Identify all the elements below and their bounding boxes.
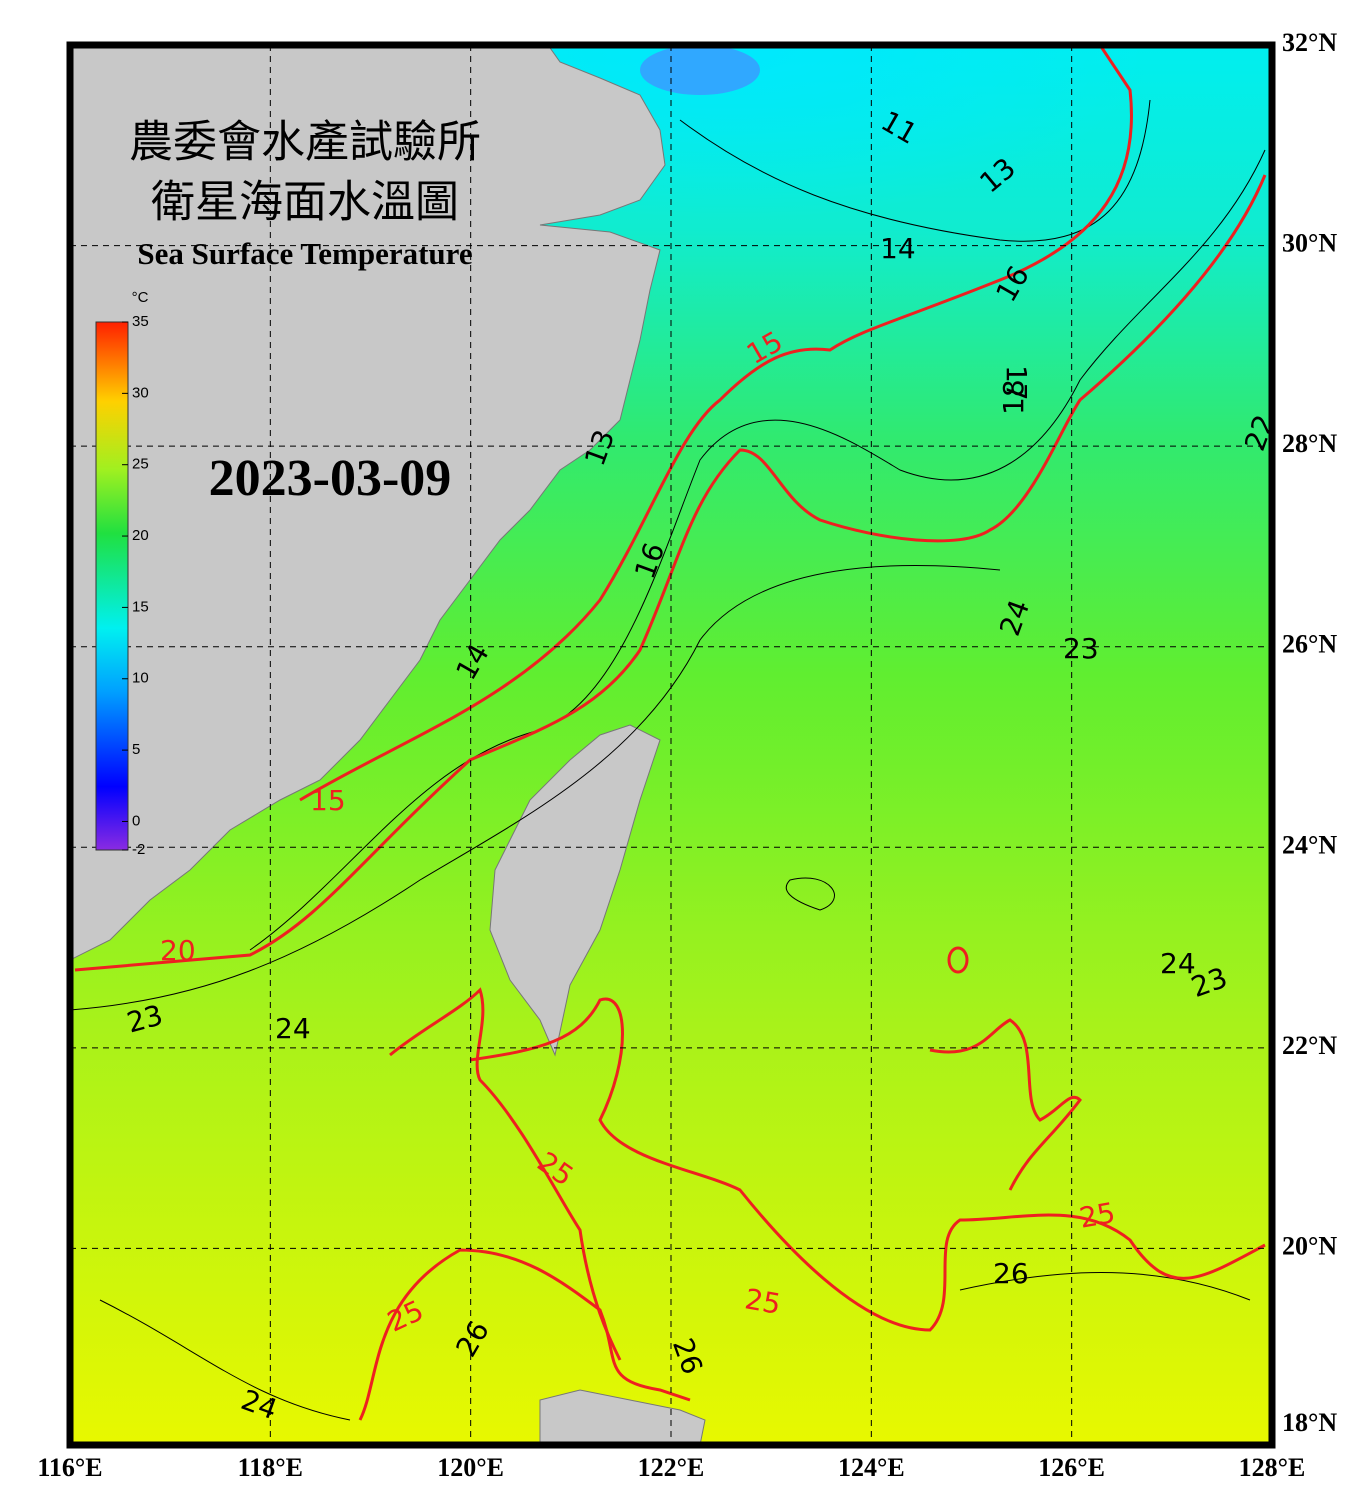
axes: 116°E 118°E 120°E 122°E 124°E 126°E 128°E 18°N 2… xyxy=(37,28,1337,1482)
lat-label: 32°N xyxy=(1282,28,1337,57)
colorbar-tick-label: 5 xyxy=(132,741,140,758)
graticule xyxy=(70,45,1272,1445)
contour-label: 23 xyxy=(1063,632,1099,665)
contour-label: 24 xyxy=(275,1012,311,1045)
lat-label: 24°N xyxy=(1282,830,1337,859)
title-zh-1: 農委會水產試驗所 xyxy=(129,117,481,168)
title-zh-2: 衛星海面水溫圖 xyxy=(151,177,459,228)
contour xyxy=(959,1272,1251,1301)
contour-20 xyxy=(74,174,1267,972)
contour-25 xyxy=(389,987,1266,1361)
contour-label: 25 xyxy=(742,1282,783,1321)
lat-label: 22°N xyxy=(1282,1031,1337,1060)
taiwan-land xyxy=(489,724,661,1057)
colorbar-tick-label: 20 xyxy=(132,527,149,544)
lat-label: 18°N xyxy=(1282,1408,1337,1437)
title-en: Sea Surface Temperature xyxy=(137,236,472,271)
contour-label: 26 xyxy=(993,1257,1029,1290)
lat-label: 28°N xyxy=(1282,429,1337,458)
lat-label: 26°N xyxy=(1282,630,1337,659)
luzon-land xyxy=(539,1389,706,1445)
colorbar-unit: °C xyxy=(132,289,149,306)
lat-label: 30°N xyxy=(1282,229,1337,258)
contour-25 xyxy=(929,1018,1082,1191)
lon-label: 118°E xyxy=(238,1453,303,1482)
contour-15 xyxy=(299,45,1133,802)
contour-label: 14 xyxy=(880,232,916,265)
contour-label: 15 xyxy=(310,784,346,817)
contour-label: 25 xyxy=(1077,1196,1118,1235)
china-land xyxy=(70,45,666,961)
colorbar-tick-label: -2 xyxy=(132,841,145,858)
colorbar xyxy=(95,321,129,851)
contour xyxy=(679,99,1151,242)
contour-label: 17 xyxy=(1000,365,1033,401)
colorbar-tick-label: 0 xyxy=(132,812,140,829)
red-contours xyxy=(74,45,1267,1421)
map-body: 11 13 14 16 15 17 18 13 16 14 15 20 24 2… xyxy=(70,45,1272,1445)
frame xyxy=(66,41,1276,1449)
colorbar-tick-label: 30 xyxy=(132,384,149,401)
contour-25 xyxy=(358,1248,691,1421)
lon-label: 116°E xyxy=(37,1453,102,1482)
contour xyxy=(70,564,1001,1011)
lon-label: 126°E xyxy=(1038,1453,1105,1482)
contour xyxy=(99,1299,351,1421)
contour-label: 20 xyxy=(160,934,196,967)
lon-label: 124°E xyxy=(838,1453,905,1482)
cold-patch xyxy=(640,45,760,95)
colorbar-tick-label: 15 xyxy=(132,598,149,615)
date: 2023-03-09 xyxy=(209,450,452,507)
colorbar-tick-label: 10 xyxy=(132,670,149,687)
contour-25 xyxy=(947,946,969,974)
contour-label: 24 xyxy=(1160,947,1196,980)
contour xyxy=(785,877,835,911)
colorbar-ticks: -2 0 5 10 15 20 25 30 35 xyxy=(122,313,149,858)
lon-label: 128°E xyxy=(1239,1453,1306,1482)
lon-label: 122°E xyxy=(638,1453,705,1482)
lat-label: 20°N xyxy=(1282,1231,1337,1260)
colorbar-tick-label: 35 xyxy=(132,313,149,330)
lon-label: 120°E xyxy=(437,1453,504,1482)
contour-label: 18 xyxy=(997,379,1030,415)
colorbar-tick-label: 25 xyxy=(132,456,149,473)
